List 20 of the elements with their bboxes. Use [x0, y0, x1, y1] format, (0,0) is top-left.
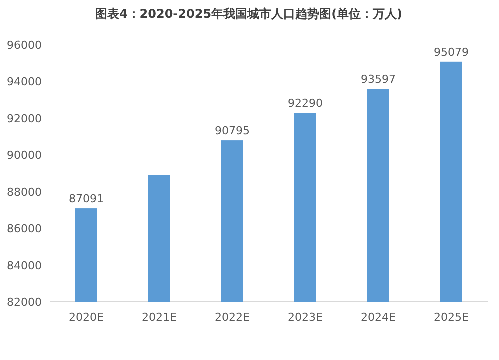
data-label: 90795 [215, 124, 250, 138]
x-tick-label: 2022E [215, 311, 250, 324]
data-label: 95079 [434, 46, 469, 59]
x-tick-label: 2024E [361, 311, 396, 324]
y-tick-label: 82000 [7, 296, 42, 309]
y-tick-label: 86000 [7, 222, 42, 236]
x-tick-label: 2021E [142, 311, 178, 324]
x-tick-label: 2023E [288, 311, 324, 324]
x-tick-label: 2025E [434, 311, 470, 324]
data-label: 93597 [361, 73, 396, 86]
y-tick-label: 88000 [7, 186, 42, 199]
chart-title: 图表4：2020-2025年我国城市人口趋势图(单位：万人) [95, 7, 403, 21]
y-tick-label: 94000 [7, 76, 42, 89]
data-label: 87091 [69, 192, 104, 206]
y-tick-label: 90000 [7, 149, 42, 162]
y-tick-label: 84000 [7, 259, 42, 272]
y-tick-label: 92000 [7, 112, 42, 126]
x-tick-label: 2020E [69, 311, 104, 324]
data-label: 92290 [288, 97, 323, 110]
y-tick-label: 96000 [7, 39, 42, 52]
